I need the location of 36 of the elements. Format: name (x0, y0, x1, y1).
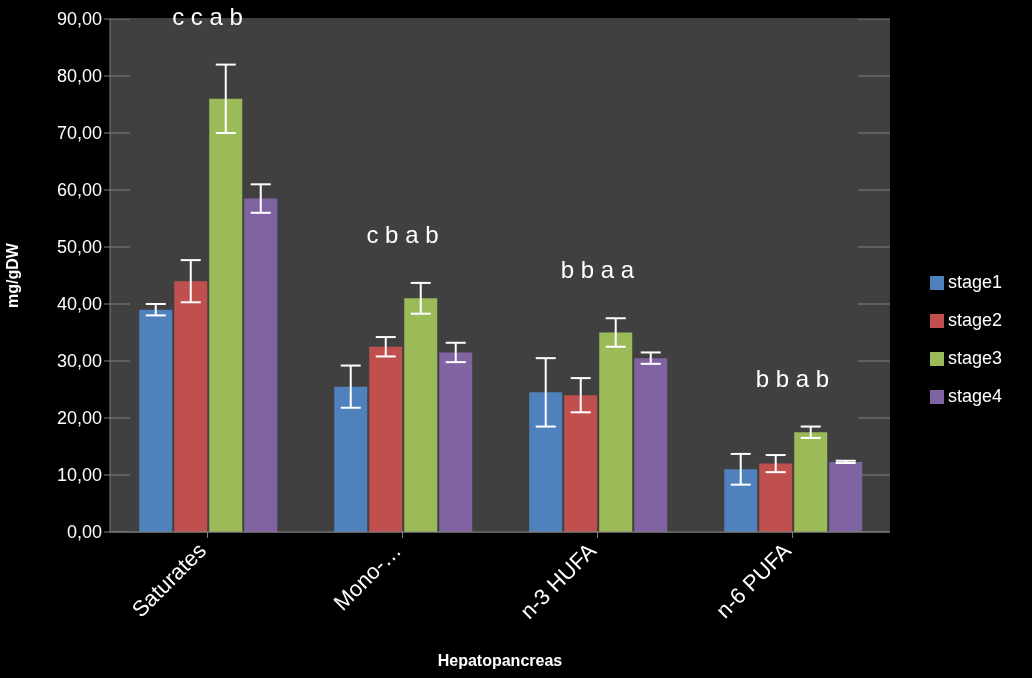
y-tick-label: 80,00 (56, 66, 102, 87)
legend-label: stage2 (947, 310, 1002, 330)
y-tick-label: 70,00 (56, 123, 102, 144)
y-tick-label: 60,00 (56, 180, 102, 201)
bar (599, 332, 633, 532)
bar (529, 392, 563, 532)
bar (829, 461, 863, 532)
bar (334, 386, 368, 532)
bar (244, 198, 278, 532)
bar (634, 358, 668, 532)
bar (564, 395, 598, 532)
annotation: c c a b (172, 2, 243, 30)
legend-label: stage1 (947, 272, 1002, 292)
bar (759, 463, 793, 532)
y-tick-label: 40,00 (56, 294, 102, 315)
y-tick-label: 0,00 (66, 522, 102, 543)
y-tick-label: 10,00 (56, 465, 102, 486)
y-tick-label: 30,00 (56, 351, 102, 372)
bar (724, 469, 758, 532)
bar (139, 309, 173, 532)
bar (404, 298, 438, 532)
bar (439, 352, 473, 532)
y-axis-title: mg/gDW (3, 242, 21, 308)
y-tick-label: 90,00 (56, 9, 102, 30)
bar (209, 98, 243, 532)
bar (174, 281, 208, 532)
bar (369, 346, 403, 532)
annotation: b b a a (560, 256, 635, 284)
bar (794, 432, 828, 532)
x-axis-title: Hepatopancreas (437, 652, 563, 669)
annotation: b b a b (755, 364, 830, 392)
y-tick-label: 50,00 (56, 237, 102, 258)
legend-label: stage3 (947, 348, 1002, 368)
legend-label: stage4 (947, 386, 1002, 406)
y-tick-label: 20,00 (56, 408, 102, 429)
annotation: c b a b (366, 220, 439, 248)
